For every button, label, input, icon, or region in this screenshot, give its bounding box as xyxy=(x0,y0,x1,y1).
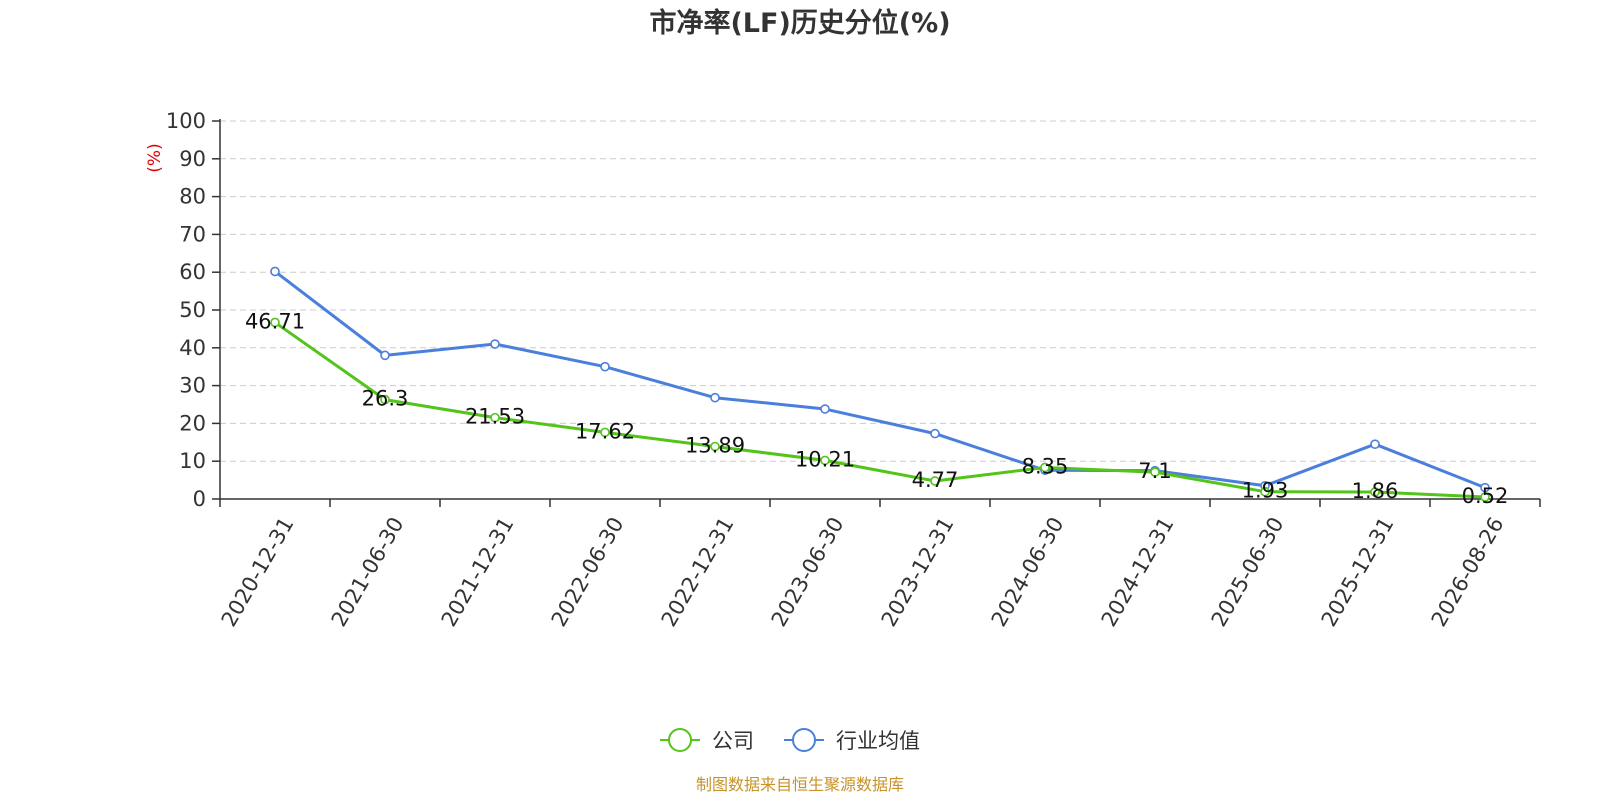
data-point xyxy=(380,394,390,405)
data-point xyxy=(600,427,610,438)
data-point xyxy=(1370,439,1380,449)
data-point xyxy=(930,428,940,439)
data-point xyxy=(490,412,500,423)
y-tick-label: 100 xyxy=(166,109,206,133)
data-point xyxy=(1370,487,1380,497)
data-label: 13.89 xyxy=(685,433,745,457)
data-label: 1.93 xyxy=(1242,479,1289,503)
data-point xyxy=(380,350,390,361)
data-label: 10.21 xyxy=(795,447,855,471)
grid-lines xyxy=(220,120,1540,462)
x-tick-label: 2025-06-30 xyxy=(1207,513,1289,631)
x-tick-label: 2022-12-31 xyxy=(657,513,739,631)
axes: 0 10 20 30 40 50 60 70 80 90 100 2020-12-31 2021-06-… xyxy=(166,109,1541,631)
legend-item-company[interactable]: 公司 xyxy=(660,728,754,753)
data-label: 4.77 xyxy=(912,468,959,492)
data-label: 0.52 xyxy=(1462,484,1509,508)
series-lines xyxy=(270,266,1490,502)
y-tick-label: 80 xyxy=(179,185,206,209)
y-tick-label: 20 xyxy=(179,411,206,435)
x-tick-label: 2025-12-31 xyxy=(1317,513,1399,631)
x-tick-label: 2024-06-30 xyxy=(987,513,1069,631)
data-point xyxy=(710,392,720,403)
data-point xyxy=(1150,467,1160,477)
data-point xyxy=(710,441,720,452)
y-tick-label: 10 xyxy=(179,449,206,473)
data-label: 7.1 xyxy=(1138,459,1171,483)
y-tick-label: 0 xyxy=(193,487,206,511)
legend-swatch-marker xyxy=(792,728,816,752)
data-point xyxy=(820,404,830,414)
y-tick-label: 60 xyxy=(179,260,206,284)
data-label: 17.62 xyxy=(575,419,635,443)
data-point xyxy=(820,455,830,466)
legend-swatch-marker xyxy=(668,728,692,752)
chart-title: 市净率(LF)历史分位(%) xyxy=(649,7,950,39)
data-label: 1.86 xyxy=(1352,479,1399,503)
source-note: 制图数据来自恒生聚源数据库 xyxy=(696,775,904,794)
data-label: 26.3 xyxy=(362,387,409,411)
data-point xyxy=(1260,486,1270,497)
data-point xyxy=(490,339,500,349)
x-tick-label: 2021-12-31 xyxy=(437,513,519,631)
x-tick-label: 2023-06-30 xyxy=(767,513,849,631)
x-tick-label: 2026-08-26 xyxy=(1427,513,1509,631)
legend-item-industry[interactable]: 行业均值 xyxy=(784,728,920,753)
x-tick-label: 2020-12-31 xyxy=(217,513,299,631)
x-tick-label: 2024-12-31 xyxy=(1097,513,1179,631)
data-point xyxy=(1480,482,1490,493)
legend-label: 公司 xyxy=(712,729,754,753)
y-tick-label: 70 xyxy=(179,222,206,246)
data-label: 8.35 xyxy=(1022,454,1069,478)
y-tick-label: 40 xyxy=(179,336,206,360)
data-point xyxy=(270,266,280,277)
series-line-industry xyxy=(274,270,1486,490)
legend-label: 行业均值 xyxy=(836,729,920,753)
legend[interactable]: 公司 行业均值 xyxy=(660,728,920,753)
y-tick-label: 90 xyxy=(179,147,206,171)
data-labels: 46.71 26.3 21.53 17.62 13.89 10.21 4.77 8.35 7.1… xyxy=(245,309,1508,508)
data-label: 21.53 xyxy=(465,405,525,429)
x-tick-label: 2023-12-31 xyxy=(877,513,959,631)
x-tick-label: 2022-06-30 xyxy=(547,513,629,631)
data-point xyxy=(1480,492,1490,502)
data-point xyxy=(270,317,280,328)
data-point xyxy=(1040,462,1050,473)
data-point xyxy=(930,476,940,486)
series-line-company xyxy=(274,321,1486,499)
y-tick-label: 50 xyxy=(179,298,206,322)
x-tick-label: 2021-06-30 xyxy=(327,513,409,631)
y-tick-label: 30 xyxy=(179,374,206,398)
data-point xyxy=(600,361,610,372)
data-label: 46.71 xyxy=(245,309,305,333)
y-axis-unit-label: (%) xyxy=(145,143,165,172)
